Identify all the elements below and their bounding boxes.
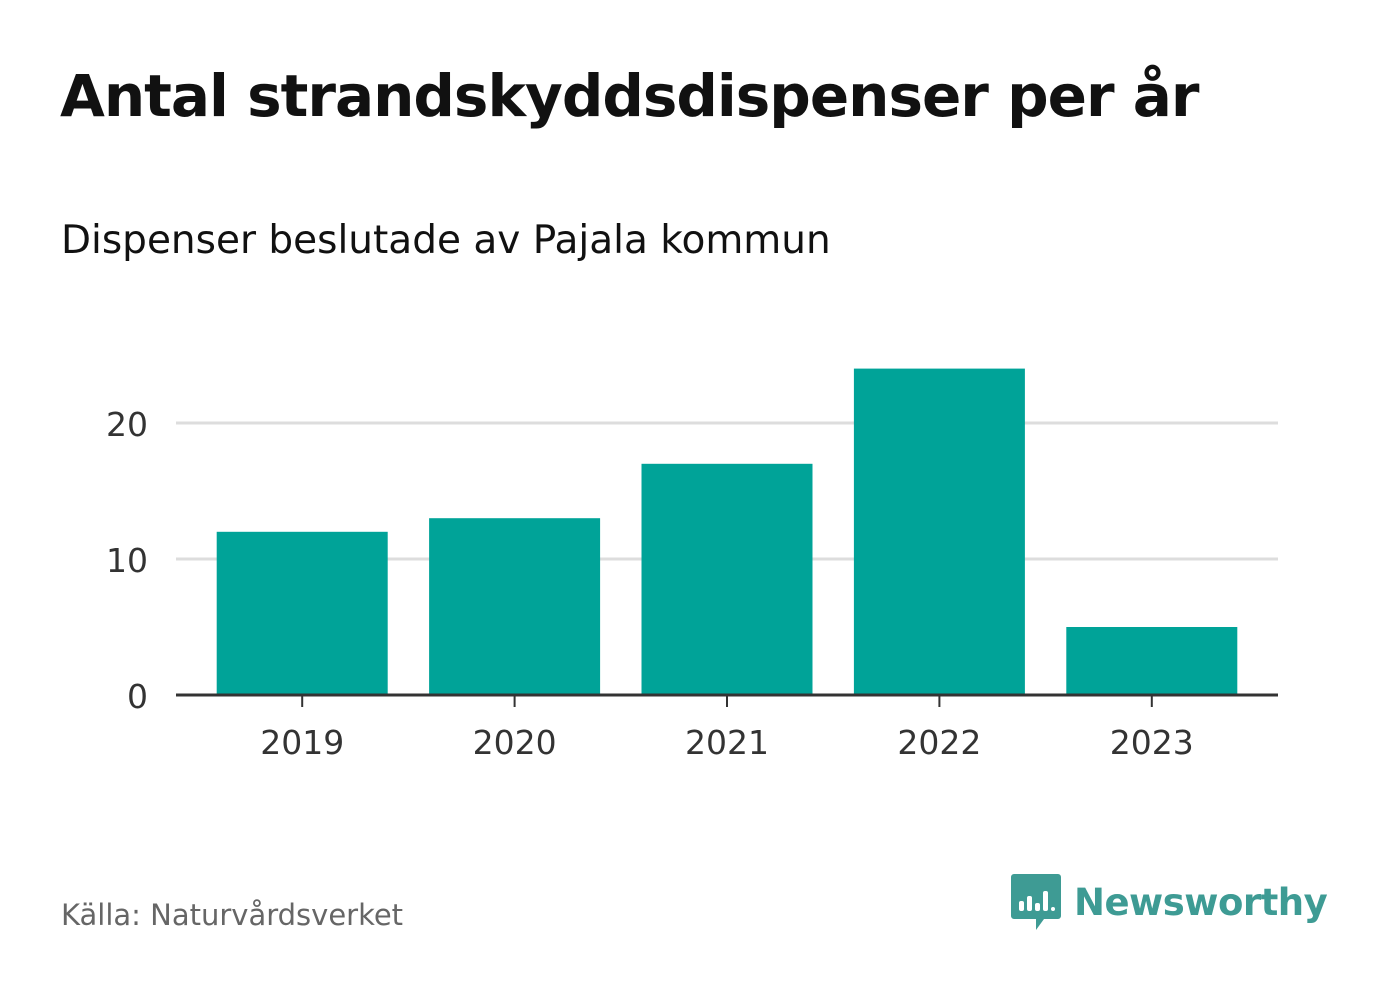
y-tick-label-10: 10: [106, 541, 148, 580]
x-tick-label-2022: 2022: [897, 723, 981, 762]
y-tick-label-0: 0: [127, 677, 148, 716]
brand-logo: Newsworthy: [1010, 872, 1328, 932]
x-tick-label-2023: 2023: [1110, 723, 1194, 762]
brand-name: Newsworthy: [1074, 880, 1328, 924]
bar-2019: [216, 531, 388, 695]
bar-2020: [429, 518, 601, 695]
bar-2022: [853, 368, 1025, 695]
x-tick-label-2019: 2019: [260, 723, 344, 762]
bar-2023: [1066, 627, 1238, 695]
source-note: Källa: Naturvårdsverket: [61, 898, 404, 932]
chart-title: Antal strandskyddsdispenser per år: [60, 62, 1199, 130]
bar-2021: [641, 463, 813, 695]
y-tick-label-20: 20: [106, 405, 148, 444]
chart-subtitle: Dispenser beslutade av Pajala kommun: [61, 218, 831, 263]
x-tick-label-2021: 2021: [685, 723, 769, 762]
x-tick-label-2020: 2020: [473, 723, 557, 762]
bar-chart-speech-bubble-icon: [1011, 874, 1061, 930]
